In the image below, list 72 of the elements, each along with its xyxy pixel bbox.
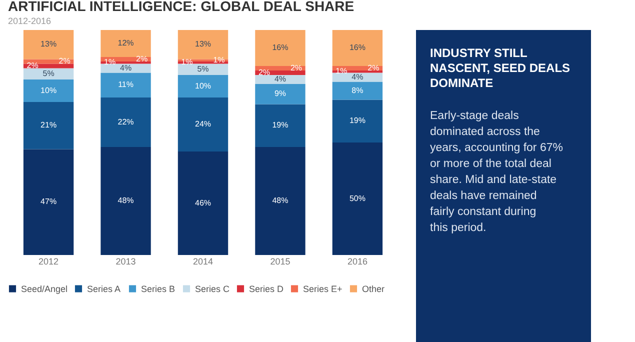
- x-tick-label: 2015: [270, 256, 290, 266]
- data-label: 16%: [272, 43, 288, 52]
- bar: [178, 75, 228, 98]
- bar: [255, 84, 306, 104]
- data-label: 10%: [40, 86, 57, 95]
- bar: [255, 104, 306, 147]
- legend-label: Series A: [87, 284, 121, 294]
- bar: [332, 72, 383, 82]
- data-label: 11%: [118, 80, 134, 90]
- text: INDUSTRY STILL NASCENT, SEED DEALS DOMINATE: [430, 46, 570, 90]
- bar: [255, 75, 306, 84]
- data-label: 19%: [272, 120, 288, 130]
- data-label: 19%: [349, 116, 366, 126]
- legend-label: Series D: [249, 284, 284, 294]
- bar: [23, 30, 74, 60]
- bar: [332, 142, 383, 255]
- legend-label: Other: [362, 284, 385, 294]
- bar: [255, 30, 306, 66]
- bar: [255, 147, 306, 255]
- data-label: 13%: [194, 40, 212, 49]
- bar: [23, 68, 74, 80]
- legend-label: Series E+: [303, 284, 342, 294]
- data-label: 10%: [194, 81, 212, 90]
- data-label: 48%: [272, 196, 288, 205]
- data-label: 21%: [40, 120, 57, 130]
- data-label: 2%: [26, 61, 38, 70]
- data-label: 5%: [42, 68, 54, 78]
- data-label: 47%: [40, 197, 57, 206]
- data-label: 2%: [368, 63, 380, 72]
- data-label: 22%: [118, 117, 134, 126]
- data-label: 5%: [197, 64, 209, 74]
- legend-label: Seed/Angel: [21, 284, 68, 294]
- legend-label: Series C: [195, 284, 230, 294]
- text: Early-stage deals dominated across the years, accounting for 67% or more of the total deal share. Mid and late-state deals have remained fairly constant during this period.: [430, 110, 563, 234]
- bar: [23, 149, 74, 255]
- data-label: 8%: [352, 86, 364, 95]
- chart-title: ARTIFICIAL INTELLIGENCE: GLOBAL DEAL SHARE: [8, 0, 354, 14]
- data-label: 48%: [118, 196, 134, 205]
- data-label: 50%: [349, 194, 366, 203]
- bar: [332, 82, 383, 100]
- bar: [332, 100, 383, 142]
- data-label: 16%: [349, 43, 366, 52]
- bar: [100, 30, 151, 57]
- data-label: 12%: [118, 38, 134, 48]
- bar: [100, 72, 151, 98]
- data-label: 2%: [258, 68, 270, 77]
- x-tick-label: 2013: [116, 256, 136, 266]
- data-label: 2%: [58, 56, 70, 66]
- bar: [100, 147, 151, 255]
- bar: [178, 98, 228, 152]
- x-tick-label: 2012: [38, 256, 59, 266]
- bar: [332, 30, 383, 66]
- data-label: 1%: [213, 55, 225, 64]
- data-label: 4%: [120, 63, 132, 72]
- x-tick-label: 2014: [192, 256, 214, 266]
- bar: [178, 152, 228, 255]
- legend-label: Series B: [141, 284, 176, 294]
- data-label: 2%: [136, 54, 148, 64]
- bar: [178, 64, 228, 75]
- bar: [100, 98, 151, 147]
- bar: [100, 64, 151, 73]
- data-label: 4%: [274, 74, 286, 84]
- bar: [23, 80, 74, 102]
- data-label: 2%: [290, 63, 302, 72]
- data-label: 4%: [352, 72, 364, 82]
- data-label: 13%: [40, 40, 57, 49]
- data-label: 9%: [274, 89, 286, 98]
- data-label: 24%: [194, 120, 212, 128]
- x-tick-label: 2016: [347, 256, 368, 266]
- chart-subtitle: 2012-2016: [8, 16, 52, 26]
- data-label: 46%: [194, 198, 212, 208]
- bar: [23, 102, 74, 150]
